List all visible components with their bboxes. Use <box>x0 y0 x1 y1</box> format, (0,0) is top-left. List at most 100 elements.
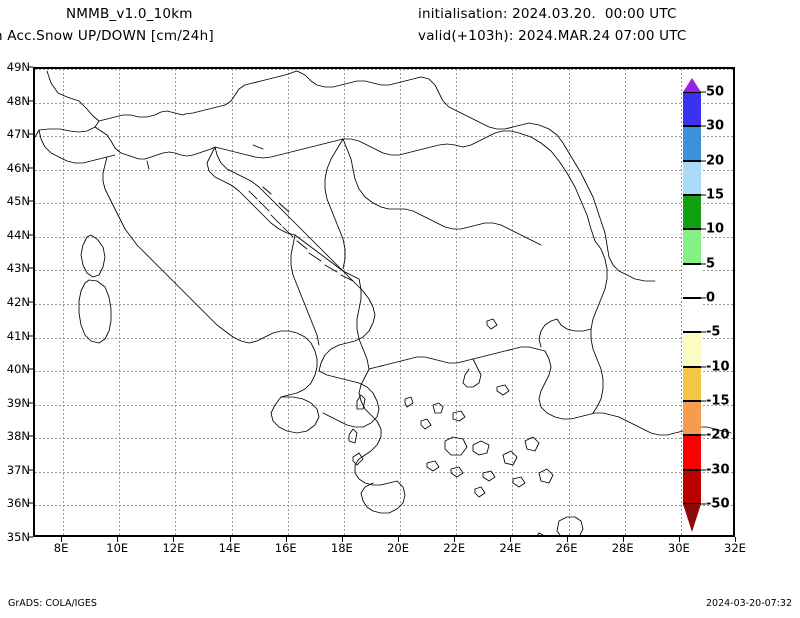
valid-time: valid(+103h): 2024.MAR.24 07:00 UTC <box>418 28 687 44</box>
y-axis-tick-mark <box>28 100 33 102</box>
x-axis-tick-label: 24E <box>499 541 522 555</box>
colorbar-segment <box>683 469 701 504</box>
gridline-vertical <box>63 69 65 535</box>
x-axis-tick-mark <box>173 537 175 542</box>
y-axis-tick-mark <box>28 335 33 337</box>
y-axis-tick-mark <box>28 133 33 135</box>
colorbar-tick-mark <box>700 194 706 196</box>
colorbar-tick-label: 10 <box>706 221 725 237</box>
gridline-horizontal <box>35 169 733 171</box>
colorbar-tick-mark <box>700 366 706 368</box>
gridline-horizontal <box>35 236 733 238</box>
y-axis-tick-label: 35N <box>6 530 30 544</box>
x-axis-tick-mark <box>285 537 287 542</box>
colorbar-tick-label: 20 <box>706 153 725 169</box>
colorbar-tick-label: -20 <box>706 427 730 443</box>
y-axis-tick-mark <box>28 301 33 303</box>
y-axis-tick-label: 47N <box>6 127 30 142</box>
gridline-horizontal <box>35 304 733 305</box>
colorbar-tick-label: -30 <box>706 462 730 478</box>
colorbar-segment <box>683 435 701 470</box>
gridline-vertical <box>231 69 233 535</box>
y-axis-tick-label: 44N <box>6 227 30 242</box>
colorbar-segment <box>683 298 701 333</box>
colorbar-tick-mark <box>700 228 706 230</box>
y-axis-tick-label: 43N <box>6 261 30 276</box>
y-axis-tick-mark <box>28 402 33 404</box>
colorbar-segment <box>683 332 701 367</box>
x-axis-tick-label: 8E <box>53 541 69 555</box>
y-axis-tick-mark <box>28 536 33 538</box>
colorbar-tick-label: -10 <box>706 359 730 375</box>
gridline-vertical <box>175 69 177 535</box>
y-axis-tick-label: 37N <box>6 462 30 477</box>
colorbar-segment <box>683 195 701 230</box>
colorbar-tick-label: 30 <box>706 118 725 134</box>
colorbar-tick-label: 15 <box>706 187 725 203</box>
map-gridlines <box>35 69 733 535</box>
gridline-vertical <box>568 69 570 535</box>
colorbar-tick-label: 0 <box>706 290 716 306</box>
y-axis-tick-mark <box>28 502 33 504</box>
x-axis-tick-mark <box>61 537 63 542</box>
x-axis-tick-label: 10E <box>106 541 129 555</box>
gridline-vertical <box>512 69 514 535</box>
x-axis-tick-label: 22E <box>443 541 466 555</box>
x-axis-tick-label: 30E <box>667 541 690 555</box>
gridline-vertical <box>287 69 289 535</box>
map-plot-area <box>33 67 735 537</box>
colorbar-segment <box>683 126 701 161</box>
colorbar-tick-mark <box>700 434 706 436</box>
gridline-horizontal <box>35 102 733 104</box>
y-axis-tick-mark <box>28 435 33 437</box>
gridline-vertical <box>456 69 458 535</box>
footer-timestamp: 2024-03-20-07:32 <box>705 598 792 609</box>
x-axis-tick-mark <box>566 537 568 542</box>
gridline-horizontal <box>35 505 733 507</box>
colorbar-tick-mark <box>700 469 706 471</box>
field-title: n Acc.Snow UP/DOWN [cm/24h] <box>0 28 214 44</box>
colorbar-segment <box>683 92 701 127</box>
y-axis-tick-label: 45N <box>6 194 30 209</box>
y-axis-tick-mark <box>28 66 33 68</box>
colorbar-tick-mark <box>700 331 706 333</box>
colorbar-tick-mark <box>700 297 706 299</box>
colorbar-segment <box>683 160 701 195</box>
y-axis-tick-mark <box>28 368 33 370</box>
gridline-horizontal <box>35 69 733 70</box>
colorbar-tick-label: -5 <box>706 324 721 340</box>
gridline-horizontal <box>35 471 733 473</box>
colorbar-tick-label: -15 <box>706 393 730 409</box>
gridline-horizontal <box>35 371 733 373</box>
gridline-vertical <box>400 69 402 535</box>
x-axis-tick-mark <box>454 537 456 542</box>
gridline-horizontal <box>35 270 733 272</box>
colorbar-tick-mark <box>700 125 706 127</box>
colorbar-segment <box>683 229 701 264</box>
y-axis-tick-label: 48N <box>6 93 30 108</box>
colorbar-segment <box>683 366 701 401</box>
gridline-horizontal <box>35 203 733 205</box>
footer-credit: GrADS: COLA/IGES <box>8 598 97 609</box>
y-axis-tick-mark <box>28 200 33 202</box>
colorbar[interactable] <box>683 92 701 504</box>
y-axis-tick-label: 41N <box>6 328 30 343</box>
y-axis-tick-label: 46N <box>6 160 30 175</box>
colorbar-tick-mark <box>700 400 706 402</box>
y-axis-tick-mark <box>28 234 33 236</box>
x-axis-tick-mark <box>735 537 736 542</box>
x-axis-tick-mark <box>678 537 680 542</box>
gridline-vertical <box>119 69 121 535</box>
y-axis-tick-label: 38N <box>6 429 30 444</box>
x-axis-tick-mark <box>622 537 624 542</box>
gridline-horizontal <box>35 438 733 440</box>
colorbar-tick-mark <box>700 91 706 93</box>
x-axis-tick-mark <box>229 537 231 542</box>
gridline-horizontal <box>35 136 733 138</box>
colorbar-tick-mark <box>700 263 706 265</box>
gridline-vertical <box>680 69 682 535</box>
gridline-vertical <box>343 69 345 535</box>
gridline-horizontal <box>35 404 733 406</box>
coastline-svg <box>35 70 732 535</box>
colorbar-arrow-bottom <box>683 504 701 532</box>
